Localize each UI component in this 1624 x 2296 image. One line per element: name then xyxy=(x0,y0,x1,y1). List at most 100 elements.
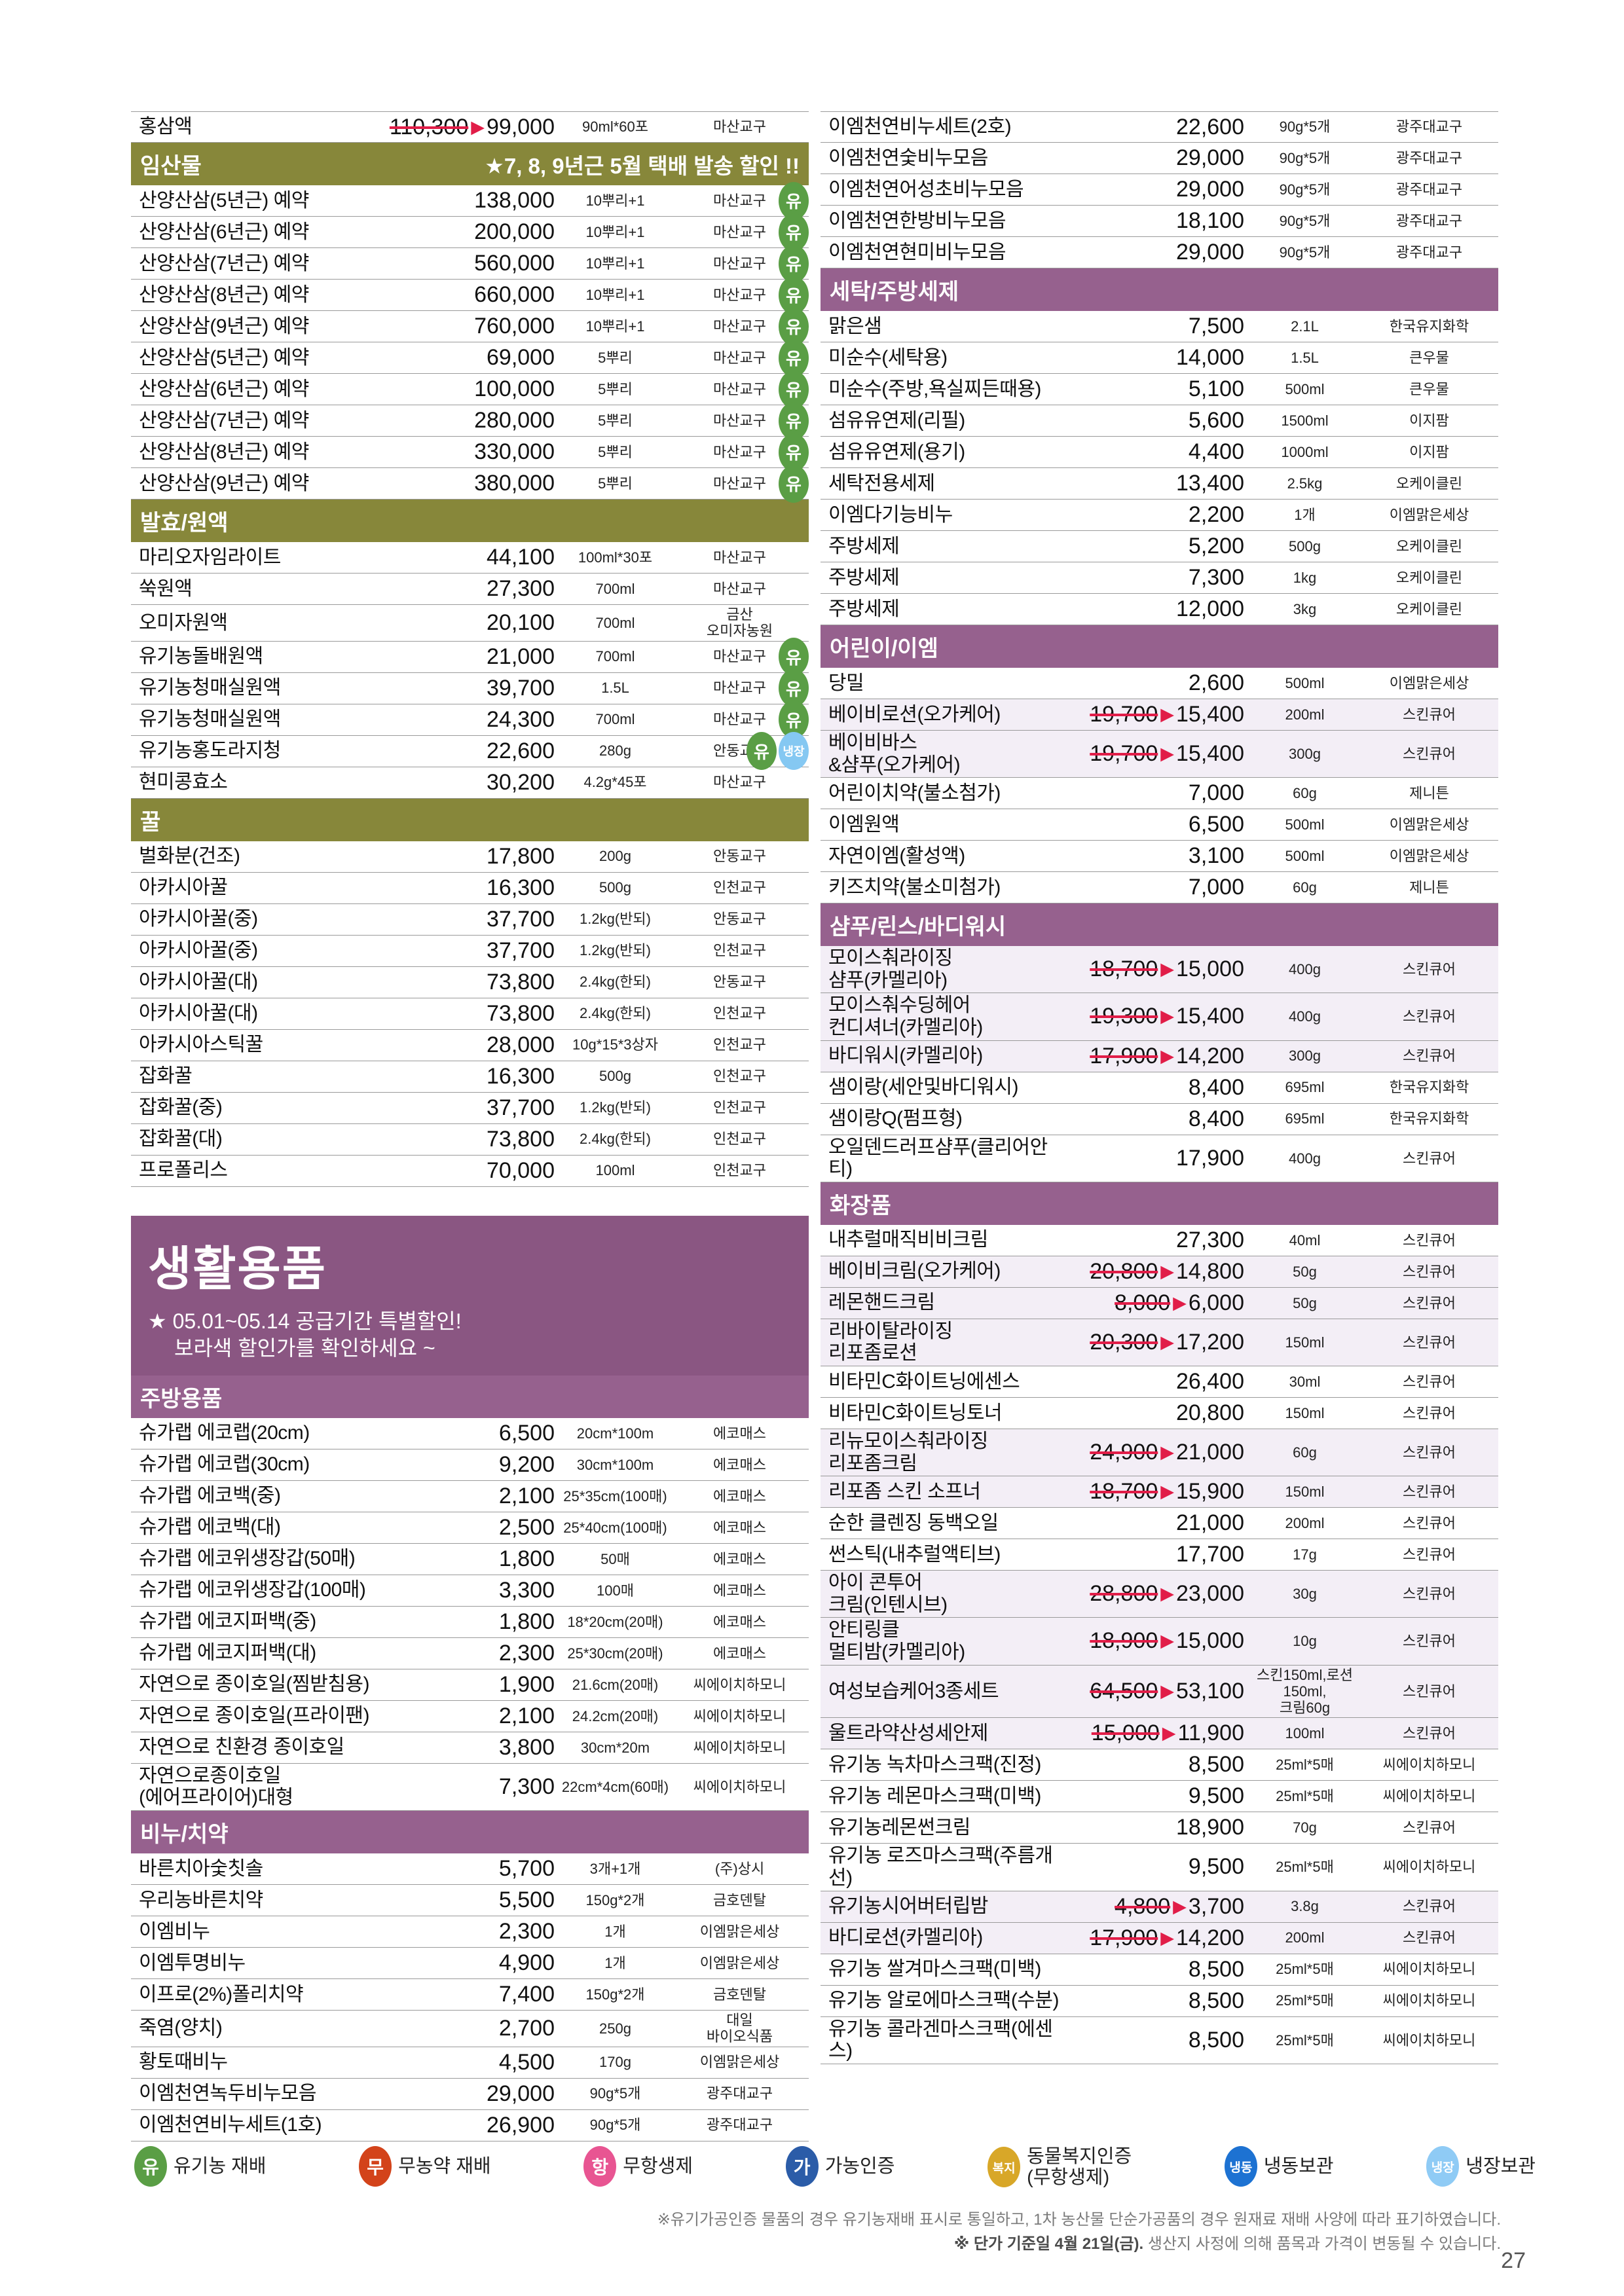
product-row: 리포좀 스킨 소프너 18,700 ▶ 15,900 150ml 스킨큐어 xyxy=(821,1476,1498,1508)
product-spec: 200ml xyxy=(1285,706,1325,723)
product-maker: 제니튼 xyxy=(1409,879,1449,896)
product-name: 산양산삼(6년근) 예약 xyxy=(139,378,309,400)
product-name: 유기농 로즈마스크팩(주름개선) xyxy=(828,1845,1053,1889)
discount-arrow-icon: ▶ xyxy=(1160,1927,1174,1948)
product-row: 자연으로종이호일 (에어프라이어)대형 7,300 22cm*4cm(60매) 씨에이… xyxy=(131,1764,809,1811)
price-box: 20,100 xyxy=(381,610,555,636)
product-row: 벌화분(건조) 17,800 200g 안동교구 xyxy=(131,841,809,873)
product-spec: 50매 xyxy=(600,1550,630,1567)
product-spec: 24.2cm(20매) xyxy=(572,1707,659,1724)
product-price: 2,100 xyxy=(498,1483,555,1508)
section-header: 발효/원액 xyxy=(131,500,809,542)
product-maker: 금산 오미자농원 xyxy=(706,606,773,640)
product-row: 이엠투명비누 4,900 1개 이엠맑은세상 xyxy=(131,1948,809,1979)
legend-label: 가농인증 xyxy=(824,2155,895,2177)
product-spec: 10뿌리+1 xyxy=(585,286,645,303)
product-maker: 씨에이치하모니 xyxy=(1382,1961,1476,1978)
product-maker: 이엠맑은세상 xyxy=(699,1954,780,1971)
product-maker: 스킨큐어 xyxy=(1403,1586,1456,1603)
product-spec: 300g xyxy=(1289,745,1321,762)
product-price: 23,000 xyxy=(1176,1581,1244,1607)
product-maker: 마산교구 xyxy=(713,412,766,429)
product-spec: 3kg xyxy=(1293,600,1317,617)
discount-arrow-icon: ▶ xyxy=(1160,1261,1174,1281)
product-name: 유기농 레몬마스크팩(미백) xyxy=(828,1785,1041,1808)
product-spec: 1.2kg(반되) xyxy=(580,1099,651,1116)
product-row: 유기농홍도라지청 22,600 280g 안동교구 유 냉장 xyxy=(131,732,809,771)
price-box: 37,700 xyxy=(381,938,555,964)
product-maker: 광주대교구 xyxy=(1395,181,1463,198)
product-name: 유기농청매실원액 xyxy=(139,708,281,731)
product-spec: 500ml xyxy=(1285,816,1325,833)
product-row: 썬스틱(내추럴액티브) 17,700 17g 스킨큐어 xyxy=(821,1539,1498,1571)
price-box: 280,000 xyxy=(381,408,555,433)
product-maker: 마산교구 xyxy=(713,443,766,460)
product-maker: 이지팜 xyxy=(1409,443,1449,460)
price-box: 17,900 ▶ 14,200 xyxy=(1071,1044,1244,1069)
product-name: 이엠천연숯비누모음 xyxy=(828,147,988,169)
price-box: 7,300 xyxy=(381,1774,555,1800)
product-name: 주방세제 xyxy=(828,566,900,589)
product-spec: 100매 xyxy=(597,1582,634,1599)
product-price: 37,700 xyxy=(487,1095,555,1120)
legend-item-ga-cert: 가 가농인증 xyxy=(785,2146,895,2187)
old-price: 15,000 xyxy=(1091,1721,1160,1746)
product-name: 이엠천연현미비누모음 xyxy=(828,241,1006,263)
product-maker: 스킨큐어 xyxy=(1403,1898,1456,1915)
product-spec: 700ml xyxy=(595,711,635,728)
row-icons: 유 xyxy=(779,181,809,220)
product-name: 홍삼액 xyxy=(139,116,193,138)
product-spec: 90g*5개 xyxy=(1279,181,1331,198)
product-price: 24,300 xyxy=(487,706,555,732)
product-spec: 30ml xyxy=(1289,1373,1321,1390)
footnote-line-2: ※ 단가 기준일 4월 21일(금). 생산지 사정에 의해 품목과 가격이 변… xyxy=(657,2232,1501,2256)
product-price: 1,800 xyxy=(498,1546,555,1571)
discount-arrow-icon: ▶ xyxy=(1160,1332,1174,1352)
product-row: 베이비바스 &샴푸(오가케어) 19,700 ▶ 15,400 300g 스킨큐어 xyxy=(821,731,1498,778)
price-box: 64,500 ▶ 53,100 xyxy=(1071,1679,1244,1704)
product-maker: 인천교구 xyxy=(713,1099,766,1116)
price-box: 8,500 xyxy=(1071,1752,1244,1777)
product-row: 모이스춰수딩헤어 컨디셔너(카멜리아) 19,300 ▶ 15,400 400g 스킨큐어 xyxy=(821,993,1498,1041)
row-icons: 유 xyxy=(779,464,809,503)
product-price: 2,300 xyxy=(498,1640,555,1666)
product-spec: 60g xyxy=(1293,785,1317,802)
price-box: 760,000 xyxy=(381,314,555,339)
product-spec: 1개 xyxy=(604,1954,626,1971)
product-maker: 마산교구 xyxy=(713,118,766,136)
product-spec: 90g*5개 xyxy=(1279,212,1331,229)
product-row: 자연으로 친환경 종이호일 3,800 30cm*20m 씨에이치하모니 xyxy=(131,1732,809,1764)
refrigerated-icon: 냉장 xyxy=(779,732,809,771)
section-header: 세탁/주방세제 xyxy=(821,268,1498,311)
product-row: 바디워시(카멜리아) 17,900 ▶ 14,200 300g 스킨큐어 xyxy=(821,1040,1498,1072)
product-maker: 마산교구 xyxy=(713,680,766,697)
product-row: 산양산삼(7년근) 예약 280,000 5뿌리 마산교구 유 xyxy=(131,401,809,440)
price-box: 3,800 xyxy=(381,1735,555,1760)
product-maker: 마산교구 xyxy=(713,648,766,665)
product-spec: 5뿌리 xyxy=(598,380,633,397)
product-row: 마리오자임라이트 44,100 100ml*30포 마산교구 xyxy=(131,542,809,574)
product-maker: 인천교구 xyxy=(713,1162,766,1179)
product-row: 맑은샘 7,500 2.1L 한국유지화학 xyxy=(821,311,1498,342)
price-box: 200,000 xyxy=(381,219,555,245)
product-spec: 5뿌리 xyxy=(598,412,633,429)
price-box: 27,300 xyxy=(1071,1228,1244,1253)
product-spec: 200ml xyxy=(1285,1929,1325,1946)
product-maker: 스킨큐어 xyxy=(1403,961,1456,978)
product-price: 28,000 xyxy=(487,1032,555,1057)
product-row: 슈가랩 에코랩(20cm) 6,500 20cm*100m 에코매스 xyxy=(131,1418,809,1449)
product-spec: 50g xyxy=(1293,1294,1317,1311)
product-price: 17,900 xyxy=(1176,1145,1244,1171)
price-box: 27,300 xyxy=(381,576,555,602)
product-maker: 마산교구 xyxy=(713,255,766,272)
product-row: 아카시아꿀(중) 37,700 1.2kg(반되) 인천교구 xyxy=(131,936,809,967)
price-box: 73,800 xyxy=(381,1001,555,1027)
product-price: 13,400 xyxy=(1176,471,1244,496)
product-price: 7,000 xyxy=(1188,780,1244,806)
product-maker: 광주대교구 xyxy=(1395,118,1463,136)
product-row: 유기농 녹차마스크팩(진정) 8,500 25ml*5매 씨에이치하모니 xyxy=(821,1749,1498,1781)
product-maker: (주)상시 xyxy=(714,1860,765,1877)
product-price: 4,400 xyxy=(1188,439,1244,464)
product-name: 유기농 콜라겐마스크팩(에센스) xyxy=(828,2018,1053,2062)
price-box: 8,000 ▶ 6,000 xyxy=(1071,1290,1244,1316)
